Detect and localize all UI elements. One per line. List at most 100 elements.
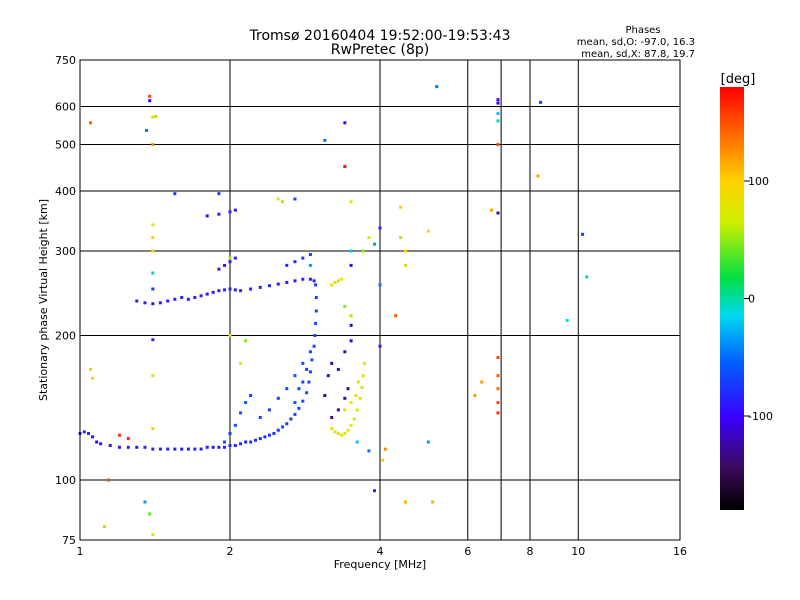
data-point xyxy=(539,100,543,104)
data-point xyxy=(343,350,347,354)
data-point xyxy=(326,374,330,378)
plot-frame xyxy=(79,59,681,541)
data-point xyxy=(301,361,305,365)
data-point xyxy=(314,309,318,313)
data-point xyxy=(143,445,147,449)
x-tick-label: 1 xyxy=(77,545,84,558)
data-point xyxy=(312,279,316,283)
data-point xyxy=(496,101,500,105)
data-point xyxy=(308,263,312,267)
data-point xyxy=(585,275,589,279)
data-point xyxy=(228,256,232,260)
data-point xyxy=(496,401,500,405)
data-point xyxy=(403,249,407,253)
data-point xyxy=(233,423,237,427)
data-point xyxy=(496,355,500,359)
data-point xyxy=(312,344,316,348)
data-point xyxy=(349,323,353,327)
y-tick-label: 300 xyxy=(55,245,76,258)
data-point xyxy=(249,440,253,444)
data-point xyxy=(343,432,347,436)
data-point xyxy=(217,267,221,271)
data-point xyxy=(355,440,359,444)
data-point xyxy=(293,197,297,201)
colorbar xyxy=(720,87,744,510)
data-point xyxy=(356,380,360,384)
colorbar-tick-label: -100 xyxy=(748,410,773,423)
data-point xyxy=(301,380,305,384)
data-point xyxy=(293,279,297,283)
data-point xyxy=(426,440,430,444)
y-tick-label: 400 xyxy=(55,185,76,198)
data-point xyxy=(205,292,209,296)
data-point xyxy=(361,249,365,253)
data-point xyxy=(135,445,139,449)
data-point xyxy=(281,425,285,429)
data-point xyxy=(336,279,340,283)
data-point xyxy=(305,391,309,395)
colorbar-label: [deg] xyxy=(721,72,756,87)
data-point xyxy=(496,411,500,415)
data-point xyxy=(239,289,243,293)
data-point xyxy=(349,249,353,253)
data-point xyxy=(403,500,407,504)
data-point xyxy=(308,350,312,354)
data-point xyxy=(314,321,318,325)
data-point xyxy=(91,376,95,380)
data-point xyxy=(496,374,500,378)
data-point xyxy=(205,214,209,218)
data-point xyxy=(95,440,99,444)
data-point xyxy=(480,380,484,384)
data-point xyxy=(223,440,227,444)
data-point xyxy=(285,280,289,284)
data-point xyxy=(435,85,439,89)
data-point xyxy=(305,367,309,371)
stats-line-x: mean, sd,X: 87.8, 19.7 xyxy=(581,49,695,60)
data-point xyxy=(343,408,347,412)
y-tick-label: 200 xyxy=(55,330,76,343)
data-point xyxy=(89,121,93,125)
data-point xyxy=(360,385,364,389)
stats-line-o: mean, sd,O: -97.0, 16.3 xyxy=(577,37,695,48)
data-point xyxy=(307,380,311,384)
data-point xyxy=(244,401,248,405)
data-point xyxy=(381,458,385,462)
colorbar-tick-label: 100 xyxy=(748,175,769,188)
data-point xyxy=(151,223,155,227)
data-point xyxy=(193,296,197,300)
data-point xyxy=(151,287,155,291)
data-point xyxy=(173,297,177,301)
data-point xyxy=(239,411,243,415)
data-point xyxy=(228,260,232,264)
data-point xyxy=(383,447,387,451)
data-point xyxy=(217,445,221,449)
data-point xyxy=(496,387,500,391)
data-point xyxy=(223,445,227,449)
data-point xyxy=(336,408,340,412)
data-point xyxy=(143,500,147,504)
x-axis-label: Frequency [MHz] xyxy=(334,558,426,571)
data-point xyxy=(180,296,184,300)
data-point xyxy=(536,174,540,178)
data-point xyxy=(199,294,203,298)
data-point xyxy=(323,394,327,398)
data-point xyxy=(117,445,121,449)
data-point xyxy=(314,296,318,300)
data-point xyxy=(173,447,177,451)
data-point xyxy=(244,339,248,343)
data-point xyxy=(199,447,203,451)
data-point xyxy=(151,447,155,451)
data-point xyxy=(399,236,403,240)
data-point xyxy=(308,370,312,374)
data-point xyxy=(346,428,350,432)
data-point xyxy=(349,423,353,427)
data-point xyxy=(106,478,110,482)
data-point xyxy=(336,432,340,436)
data-point xyxy=(249,287,253,291)
data-point xyxy=(336,367,340,371)
data-point xyxy=(86,432,90,436)
data-point xyxy=(355,408,359,412)
data-point xyxy=(343,304,347,308)
data-point xyxy=(285,263,289,267)
colorbar-ticks: 100 0 -100 xyxy=(744,175,773,423)
